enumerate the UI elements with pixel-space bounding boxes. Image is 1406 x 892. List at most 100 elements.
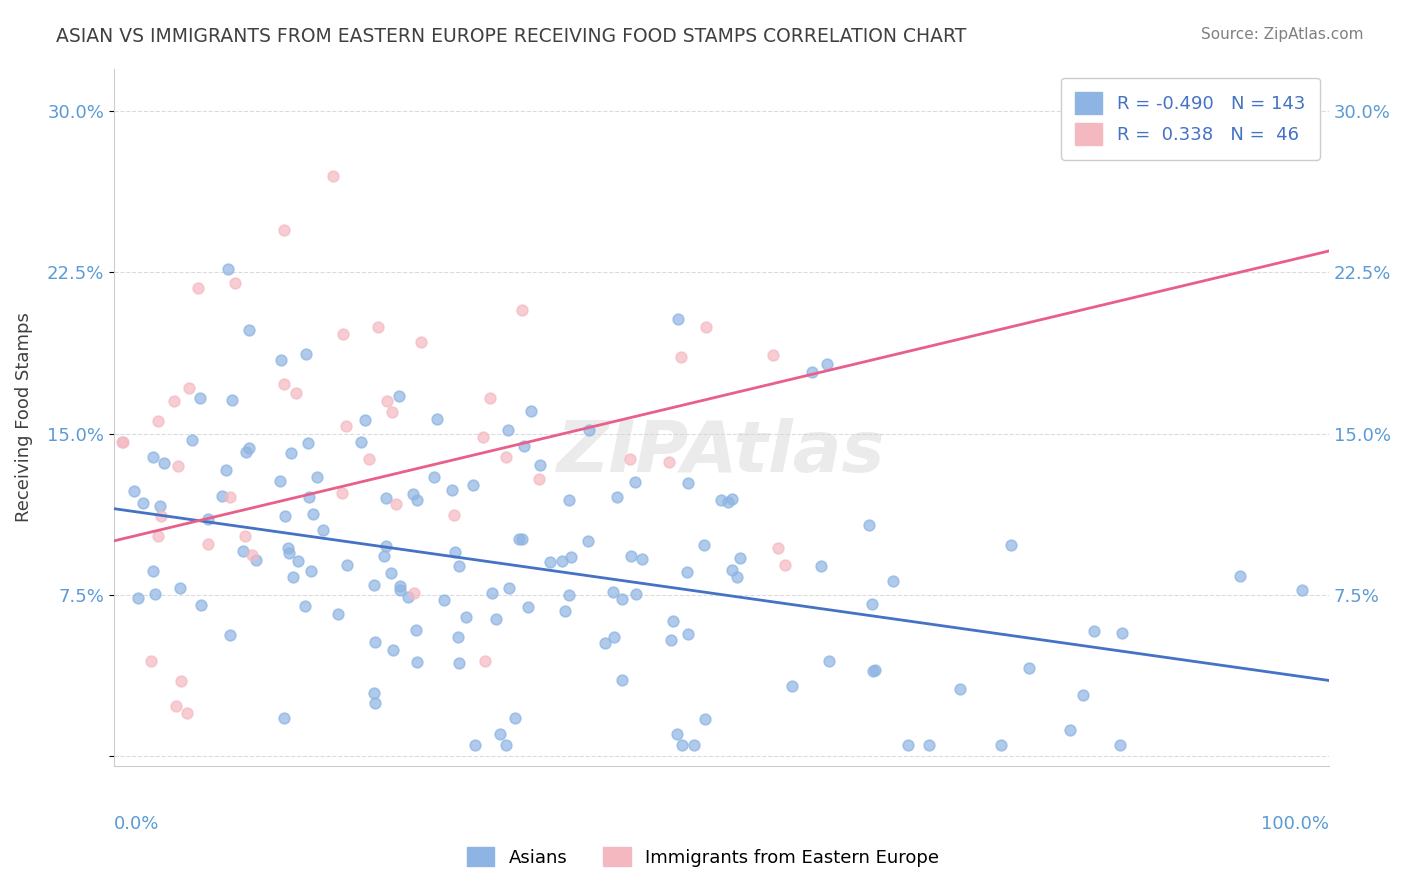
Point — [381, 404, 404, 418]
Point — [717, 495, 740, 509]
Point — [364, 635, 387, 649]
Point — [1111, 626, 1133, 640]
Point — [725, 570, 748, 584]
Point — [217, 262, 239, 277]
Point — [720, 491, 742, 506]
Point — [311, 523, 333, 537]
Point — [441, 483, 464, 498]
Point — [624, 475, 647, 490]
Point — [527, 472, 550, 486]
Legend: R = -0.490   N = 143, R =  0.338   N =  46: R = -0.490 N = 143, R = 0.338 N = 46 — [1062, 78, 1320, 160]
Text: 100.0%: 100.0% — [1261, 815, 1329, 833]
Point — [897, 738, 920, 752]
Point — [294, 599, 316, 613]
Point — [510, 533, 533, 547]
Point — [211, 489, 233, 503]
Point — [443, 545, 465, 559]
Point — [1108, 738, 1130, 752]
Point — [277, 541, 299, 555]
Point — [146, 529, 169, 543]
Point — [187, 280, 209, 294]
Point — [447, 656, 470, 670]
Point — [124, 483, 146, 498]
Point — [142, 564, 165, 578]
Point — [730, 551, 752, 566]
Point — [593, 636, 616, 650]
Point — [273, 376, 295, 391]
Point — [433, 592, 456, 607]
Point — [456, 609, 478, 624]
Point — [659, 633, 682, 648]
Point — [538, 555, 561, 569]
Point — [381, 643, 404, 657]
Point — [461, 478, 484, 492]
Point — [363, 578, 385, 592]
Point — [949, 681, 972, 696]
Point — [578, 423, 600, 437]
Point — [1229, 569, 1251, 583]
Text: 0.0%: 0.0% — [114, 815, 159, 833]
Point — [384, 498, 406, 512]
Point — [188, 391, 211, 405]
Point — [322, 169, 344, 183]
Point — [152, 456, 174, 470]
Point — [773, 558, 796, 572]
Point — [671, 350, 693, 364]
Point — [658, 455, 681, 469]
Point — [163, 393, 186, 408]
Point — [693, 538, 716, 552]
Point — [139, 654, 162, 668]
Point — [676, 627, 699, 641]
Point — [389, 579, 412, 593]
Point — [558, 492, 581, 507]
Point — [423, 470, 446, 484]
Point — [426, 412, 449, 426]
Point — [666, 312, 689, 326]
Point — [388, 583, 411, 598]
Point — [232, 544, 254, 558]
Point — [517, 600, 540, 615]
Text: ZIPAtlas: ZIPAtlas — [557, 417, 886, 487]
Point — [882, 574, 904, 588]
Point — [277, 546, 299, 560]
Point — [1071, 688, 1094, 702]
Point — [233, 529, 256, 543]
Point — [472, 430, 495, 444]
Point — [274, 509, 297, 524]
Point — [367, 320, 389, 334]
Point — [474, 654, 496, 668]
Point — [350, 434, 373, 449]
Point — [218, 491, 240, 505]
Point — [918, 738, 941, 752]
Point — [215, 462, 238, 476]
Point — [221, 392, 243, 407]
Point — [782, 679, 804, 693]
Point — [610, 591, 633, 606]
Point — [238, 323, 260, 337]
Point — [405, 655, 427, 669]
Point — [990, 738, 1012, 752]
Point — [508, 532, 530, 546]
Text: Source: ZipAtlas.com: Source: ZipAtlas.com — [1201, 27, 1364, 42]
Text: ASIAN VS IMMIGRANTS FROM EASTERN EUROPE RECEIVING FOOD STAMPS CORRELATION CHART: ASIAN VS IMMIGRANTS FROM EASTERN EUROPE … — [56, 27, 966, 45]
Point — [280, 446, 302, 460]
Point — [862, 664, 884, 678]
Point — [449, 558, 471, 573]
Point — [860, 597, 883, 611]
Point — [170, 673, 193, 688]
Point — [443, 508, 465, 522]
Point — [111, 435, 134, 450]
Point — [576, 533, 599, 548]
Point — [142, 450, 165, 465]
Point — [631, 552, 654, 566]
Point — [495, 450, 517, 464]
Point — [766, 541, 789, 556]
Point — [554, 604, 576, 618]
Point — [146, 414, 169, 428]
Point — [169, 581, 191, 595]
Point — [662, 615, 685, 629]
Point — [281, 570, 304, 584]
Point — [495, 738, 517, 752]
Point — [619, 452, 641, 467]
Point — [224, 277, 246, 291]
